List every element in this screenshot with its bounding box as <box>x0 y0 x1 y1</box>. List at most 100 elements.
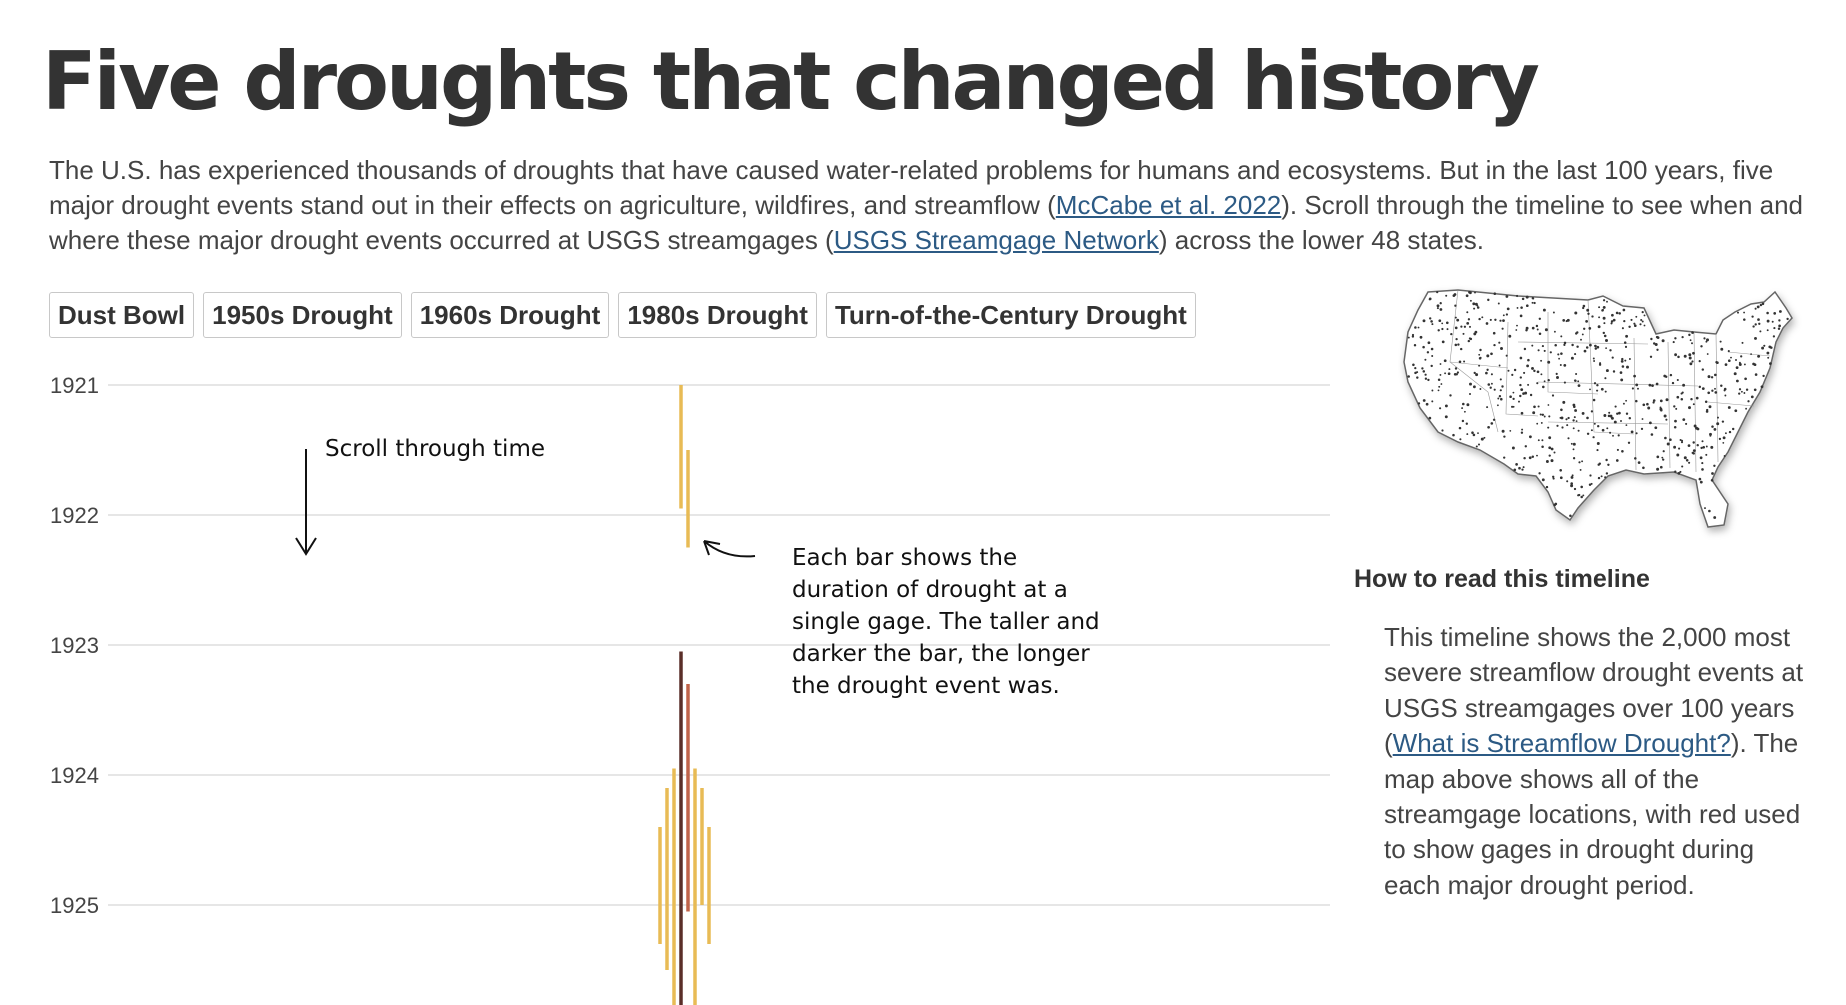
streamgage-dot <box>1701 468 1704 471</box>
tab-1950s-drought[interactable]: 1950s Drought <box>203 292 402 338</box>
streamgage-dot <box>1589 474 1592 477</box>
streamgage-dot <box>1533 301 1536 305</box>
streamgage-dot <box>1448 368 1451 371</box>
streamgage-dot <box>1469 299 1472 302</box>
streamgage-dot <box>1598 363 1602 366</box>
streamgage-dot <box>1428 297 1432 301</box>
streamgage-dot <box>1710 445 1714 449</box>
streamgage-dot <box>1473 332 1477 336</box>
streamgage-dot <box>1659 465 1663 469</box>
streamgage-dot <box>1459 347 1463 351</box>
streamgage-dot <box>1680 397 1684 401</box>
streamgage-dot <box>1685 422 1688 425</box>
streamgage-dot <box>1624 359 1627 362</box>
streamgage-dot <box>1536 422 1539 425</box>
streamgage-dot <box>1589 388 1591 391</box>
streamgage-dot <box>1583 327 1586 330</box>
streamgage-dot <box>1519 356 1523 360</box>
streamgage-dot <box>1558 357 1560 360</box>
streamgage-dot <box>1640 318 1643 322</box>
streamgage-dot <box>1528 456 1532 460</box>
streamgage-dot <box>1541 413 1545 417</box>
streamgage-dot <box>1535 324 1539 328</box>
streamgage-dot <box>1689 362 1693 366</box>
streamgage-dot <box>1466 311 1469 314</box>
streamgage-dot <box>1540 373 1543 376</box>
bar-annotation: Each bar shows the duration of drought a… <box>703 540 1100 699</box>
streamgage-dot <box>1536 370 1540 374</box>
tab-dust-bowl[interactable]: Dust Bowl <box>49 292 195 338</box>
streamgage-dot <box>1571 343 1574 347</box>
streamgage-dot <box>1589 343 1592 347</box>
streamgage-dot <box>1609 431 1612 434</box>
tab-turn-of-the-century-drought[interactable]: Turn-of-the-Century Drought <box>825 292 1196 338</box>
streamgage-dot <box>1577 494 1580 497</box>
streamgage-dot <box>1691 342 1693 345</box>
streamgage-dot <box>1698 385 1702 389</box>
drought-timeline[interactable]: 1921 1922 1923 1924 1925 Scroll through time… <box>0 355 1340 1005</box>
streamgage-dot <box>1655 335 1659 339</box>
streamgage-dot <box>1519 394 1522 398</box>
streamgage-dot <box>1515 463 1518 466</box>
drought-bars <box>658 385 711 1005</box>
streamgage-dot <box>1681 439 1684 442</box>
streamgage-dot <box>1537 405 1540 408</box>
streamgage-dot <box>1752 325 1755 328</box>
streamgage-dot <box>1628 358 1631 360</box>
streamgage-dot <box>1639 323 1642 326</box>
streamgage-dot <box>1714 391 1718 394</box>
streamgage-dot <box>1542 385 1545 389</box>
streamgage-dot <box>1616 412 1619 415</box>
streamgage-dot <box>1499 389 1502 392</box>
year-label: 1923 <box>50 633 99 658</box>
streamgage-dot <box>1760 385 1764 389</box>
streamgage-dot <box>1661 339 1665 343</box>
tab-1960s-drought[interactable]: 1960s Drought <box>410 292 610 338</box>
streamgage-dot <box>1494 318 1497 321</box>
streamgage-dot <box>1520 306 1523 309</box>
streamgage-dot <box>1610 320 1614 323</box>
streamgage-dot <box>1596 383 1599 387</box>
mccabe-link[interactable]: McCabe et al. 2022 <box>1055 190 1282 220</box>
streamgage-dot <box>1740 355 1743 358</box>
streamgage-dot <box>1563 381 1566 384</box>
streamgage-dot <box>1547 404 1550 406</box>
streamgage-dot <box>1622 402 1625 405</box>
streamgage-dot <box>1612 318 1616 322</box>
streamgage-dot <box>1525 329 1528 332</box>
streamgage-dot <box>1689 339 1692 342</box>
streamgage-dot <box>1547 378 1550 382</box>
streamgage-dot <box>1675 407 1678 410</box>
streamgage-dot <box>1445 294 1448 297</box>
bar-annotation-line-3: single gage. The taller and <box>792 609 1100 635</box>
streamgage-dot <box>1548 454 1551 457</box>
streamgage-dot <box>1548 446 1552 450</box>
streamgage-dot <box>1682 383 1686 387</box>
streamgage-dot <box>1496 404 1499 407</box>
streamgage-dot <box>1700 345 1703 348</box>
streamgage-dot <box>1727 406 1731 409</box>
streamgage-dot <box>1478 353 1481 356</box>
streamgage-dot <box>1537 439 1540 442</box>
streamgage-dot <box>1674 337 1677 340</box>
streamgage-dot <box>1625 334 1629 338</box>
streamgage-dot <box>1551 394 1555 397</box>
streamgage-dot <box>1611 356 1614 359</box>
streamgage-dot <box>1487 383 1491 386</box>
streamgage-dot <box>1759 303 1763 307</box>
streamgage-dot <box>1620 420 1622 422</box>
streamgage-dot <box>1763 344 1766 347</box>
streamgage-dot <box>1563 364 1567 367</box>
streamgage-dot <box>1437 378 1441 381</box>
intro-text-1: The U.S. has experienced thousands of dr… <box>49 155 1774 220</box>
tab-1980s-drought[interactable]: 1980s Drought <box>618 292 817 338</box>
streamflow-drought-link[interactable]: What is Streamflow Drought? <box>1392 728 1731 759</box>
streamgage-dot <box>1707 391 1711 395</box>
streamgage-dot <box>1567 416 1570 420</box>
streamgage-dot <box>1578 461 1581 464</box>
streamgage-dot <box>1723 455 1726 457</box>
streamgage-dot <box>1460 325 1463 328</box>
streamgage-network-link[interactable]: USGS Streamgage Network <box>833 225 1159 255</box>
streamgage-dot <box>1573 416 1576 419</box>
streamgage-dot <box>1552 477 1555 480</box>
